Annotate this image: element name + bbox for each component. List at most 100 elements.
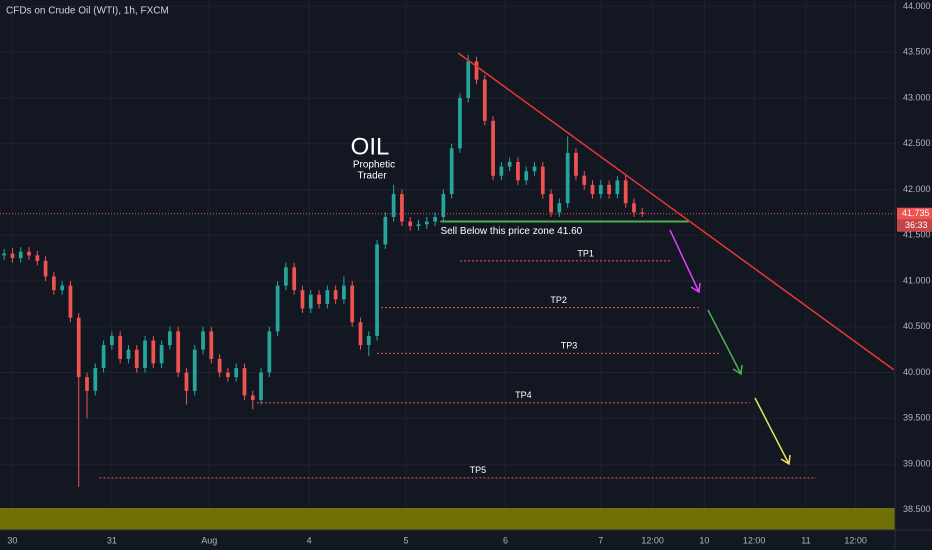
candle-body bbox=[408, 221, 413, 227]
candle-body bbox=[449, 148, 454, 195]
x-tick-label: 12:00 bbox=[844, 535, 867, 545]
arrow bbox=[754, 397, 790, 465]
candle-body bbox=[532, 166, 537, 172]
candle-body bbox=[101, 345, 106, 368]
y-tick-label: 41.500 bbox=[903, 230, 931, 240]
candle-body bbox=[499, 166, 504, 176]
headline: OIL bbox=[351, 133, 390, 160]
candle-body bbox=[292, 267, 297, 291]
candle-body bbox=[35, 255, 40, 261]
candle-body bbox=[134, 349, 139, 368]
y-tick-label: 39.500 bbox=[903, 413, 931, 423]
candle-body bbox=[242, 367, 247, 396]
target-label: TP3 bbox=[561, 341, 578, 351]
candle-body bbox=[308, 294, 313, 309]
candle-body bbox=[466, 61, 471, 98]
candle-body bbox=[52, 276, 56, 291]
candle-body bbox=[458, 97, 462, 149]
candle-body bbox=[118, 335, 123, 359]
x-tick-label: 4 bbox=[307, 535, 312, 545]
candle-body bbox=[76, 317, 81, 378]
candle-body bbox=[85, 377, 89, 391]
candle-body bbox=[226, 372, 230, 378]
candle-body bbox=[640, 212, 645, 214]
x-tick-label: Aug bbox=[201, 535, 217, 545]
candle-body bbox=[391, 194, 396, 217]
candle-body bbox=[27, 251, 31, 256]
chart-title: CFDs on Crude Oil (WTI), 1h, FXCM bbox=[6, 6, 169, 17]
candle-body bbox=[507, 162, 512, 167]
candle-body bbox=[168, 331, 172, 346]
candle-body bbox=[18, 251, 23, 259]
candle-body bbox=[632, 203, 636, 213]
candle-body bbox=[201, 331, 205, 350]
candle-body bbox=[126, 349, 131, 359]
y-tick-label: 42.500 bbox=[903, 138, 931, 148]
candle-body bbox=[350, 285, 355, 323]
candle-body bbox=[250, 395, 255, 401]
candle-body bbox=[557, 203, 562, 213]
candle-body bbox=[582, 175, 587, 185]
y-tick-label: 40.000 bbox=[903, 367, 931, 377]
candle-body bbox=[623, 180, 628, 204]
candle-body bbox=[192, 349, 197, 391]
candle-body bbox=[565, 152, 570, 204]
author: Trader bbox=[357, 171, 387, 182]
x-tick-label: 10 bbox=[699, 535, 709, 545]
candle-body bbox=[159, 345, 164, 364]
arrow-head bbox=[732, 364, 743, 376]
candle-body bbox=[358, 322, 363, 346]
candle-body bbox=[366, 335, 371, 346]
target-label: TP1 bbox=[577, 248, 594, 258]
y-tick-label: 38.500 bbox=[903, 504, 931, 514]
countdown-box bbox=[897, 219, 932, 232]
y-tick-label: 42.000 bbox=[903, 184, 931, 194]
candle-body bbox=[284, 267, 288, 286]
candle-body bbox=[383, 216, 388, 245]
arrow bbox=[669, 229, 700, 293]
candle-body bbox=[10, 253, 15, 259]
author: Prophetic bbox=[353, 160, 395, 171]
zone-label: Sell Below this price zone 41.60 bbox=[440, 226, 582, 237]
candle-body bbox=[375, 244, 379, 336]
grid bbox=[0, 0, 895, 530]
x-tick-label: 6 bbox=[503, 535, 508, 545]
x-tick-label: 12:00 bbox=[743, 535, 766, 545]
candle-body bbox=[540, 166, 545, 195]
candle-body bbox=[342, 285, 346, 300]
candle-body bbox=[416, 224, 421, 227]
candle-body bbox=[151, 340, 156, 364]
target-label: TP5 bbox=[470, 465, 487, 475]
x-tick-label: 31 bbox=[107, 535, 117, 545]
candle-body bbox=[176, 331, 181, 373]
candle-body bbox=[433, 216, 437, 222]
x-tick-label: 5 bbox=[404, 535, 409, 545]
x-tick-label: 7 bbox=[598, 535, 603, 545]
arrow-head bbox=[780, 454, 791, 466]
candle-body bbox=[317, 294, 321, 304]
candle-body bbox=[598, 184, 603, 195]
last-price-label: 41.735 bbox=[902, 208, 930, 218]
candle-body bbox=[424, 221, 429, 225]
target-label: TP4 bbox=[515, 390, 532, 400]
candle-body bbox=[184, 372, 189, 391]
y-tick-label: 44.000 bbox=[903, 1, 931, 11]
trendline bbox=[457, 52, 895, 371]
candle-body bbox=[441, 194, 446, 217]
candle-body bbox=[615, 180, 620, 195]
candle-body bbox=[482, 79, 487, 121]
x-tick-label: 12:00 bbox=[641, 535, 664, 545]
candle-body bbox=[300, 290, 305, 309]
candle-body bbox=[143, 340, 147, 368]
candle-body bbox=[217, 358, 222, 373]
candle-body bbox=[275, 285, 280, 332]
x-tick-label: 30 bbox=[7, 535, 17, 545]
y-tick-label: 43.500 bbox=[903, 47, 931, 57]
candle-body bbox=[68, 285, 73, 318]
last-price-box bbox=[897, 207, 932, 220]
arrow bbox=[707, 309, 742, 375]
target-label: TP2 bbox=[550, 295, 567, 305]
x-tick-label: 11 bbox=[801, 535, 810, 545]
candle-body bbox=[524, 171, 529, 181]
